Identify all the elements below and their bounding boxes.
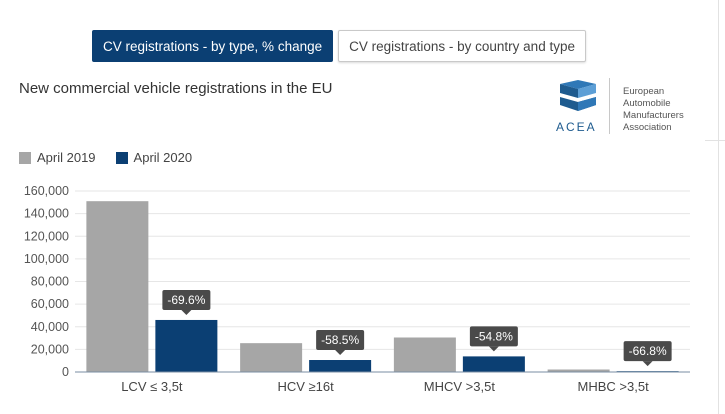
- change-label: -58.5%: [321, 333, 359, 347]
- x-tick-label: LCV ≤ 3,5t: [121, 379, 183, 394]
- legend-swatch-april-2019: [19, 151, 31, 164]
- page-divider: [718, 0, 719, 414]
- change-label-pointer: [488, 346, 499, 352]
- bar-april-2020: [462, 356, 525, 372]
- change-label-box: [623, 341, 672, 362]
- y-tick-label: 20,000: [31, 342, 69, 356]
- change-label: -54.8%: [475, 329, 513, 343]
- change-label-pointer: [181, 309, 192, 315]
- change-label-box: [162, 289, 211, 310]
- tab-cv-by-country[interactable]: CV registrations - by country and type: [338, 30, 586, 62]
- change-label: -69.6%: [167, 293, 205, 307]
- bar-april-2019: [240, 343, 303, 372]
- y-tick-label: 0: [62, 365, 69, 379]
- x-tick-label: MHCV >3,5t: [424, 379, 496, 394]
- logo-divider: [609, 78, 610, 134]
- y-tick-label: 60,000: [31, 297, 69, 311]
- bar-april-2020: [155, 319, 218, 372]
- change-label-pointer: [642, 361, 653, 367]
- tab-cv-by-type[interactable]: CV registrations - by type, % change: [92, 30, 334, 62]
- bar-april-2019: [547, 369, 610, 372]
- change-label-box: [469, 326, 518, 347]
- acea-logo: ACEA European Automobile Manufacturers A…: [556, 78, 706, 138]
- x-tick-label: MHBC >3,5t: [578, 379, 650, 394]
- tab-bar: CV registrations - by type, % change CV …: [92, 30, 586, 62]
- logo-wordmark: ACEA: [556, 120, 597, 134]
- x-tick-label: HCV ≥16t: [277, 379, 334, 394]
- legend-item-april-2019[interactable]: April 2019: [19, 150, 96, 165]
- acea-cube-icon: [560, 80, 596, 111]
- logo-text: European Automobile Manufacturers Associ…: [623, 86, 684, 133]
- y-tick-label: 120,000: [24, 229, 69, 243]
- bar-april-2019: [86, 201, 149, 372]
- page-divider-tick: [705, 140, 725, 141]
- legend-item-april-2020[interactable]: April 2020: [115, 150, 193, 165]
- chart-legend: April 2019 April 2020: [19, 150, 192, 165]
- y-tick-label: 100,000: [24, 252, 69, 266]
- legend-label-april-2020: April 2020: [133, 150, 193, 165]
- y-tick-label: 40,000: [31, 320, 69, 334]
- y-tick-label: 140,000: [24, 207, 69, 221]
- bar-april-2019: [393, 337, 456, 372]
- bar-chart: 0 20,000 40,000 60,000 80,000 100,000 120,000 1…: [24, 184, 690, 394]
- y-tick-label: 160,000: [24, 184, 69, 198]
- legend-label-april-2019: April 2019: [37, 150, 96, 165]
- y-tick-label: 80,000: [31, 275, 69, 289]
- chart-title: New commercial vehicle registrations in …: [19, 80, 333, 97]
- change-label-pointer: [335, 350, 346, 356]
- bar-april-2020: [309, 360, 372, 372]
- change-label: -66.8%: [629, 344, 667, 358]
- legend-swatch-april-2020: [115, 151, 128, 164]
- change-label-box: [316, 330, 365, 351]
